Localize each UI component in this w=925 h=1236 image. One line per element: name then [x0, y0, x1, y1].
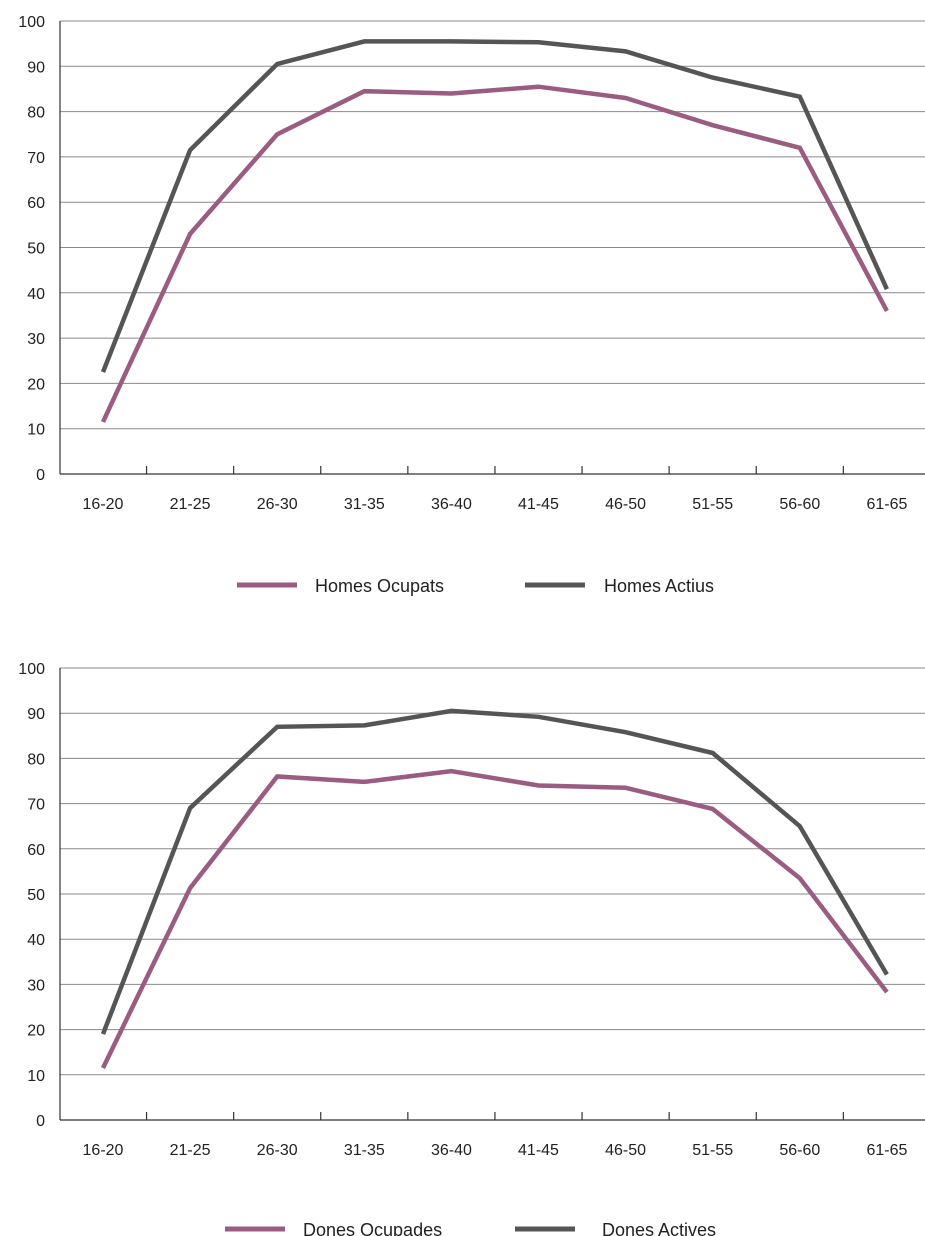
x-tick-label: 56-60: [779, 496, 820, 513]
x-tick-label: 26-30: [257, 1142, 298, 1159]
y-tick-label: 80: [27, 751, 45, 768]
legend-label: Homes Actius: [604, 576, 714, 596]
x-tick-label: 46-50: [605, 496, 646, 513]
series-line-dones-actives: [100, 708, 889, 1035]
series-line-homes-ocupats: [100, 84, 889, 423]
x-tick-label: 31-35: [344, 1142, 385, 1159]
x-tick-label: 21-25: [170, 496, 211, 513]
y-tick-label: 0: [36, 1113, 45, 1130]
x-tick-label: 41-45: [518, 1142, 559, 1159]
x-tick-label: 31-35: [344, 496, 385, 513]
y-tick-label: 10: [27, 1068, 45, 1085]
series-line-homes-actius: [100, 39, 889, 373]
y-tick-label: 90: [27, 59, 45, 76]
y-tick-label: 10: [27, 422, 45, 439]
x-tick-label: 41-45: [518, 496, 559, 513]
y-tick-label: 100: [18, 661, 45, 678]
x-tick-label: 16-20: [83, 1142, 124, 1159]
y-tick-label: 20: [27, 376, 45, 393]
y-tick-label: 100: [18, 14, 45, 31]
x-tick-label: 51-55: [692, 496, 733, 513]
y-tick-label: 50: [27, 887, 45, 904]
women-labour-chart: 0 10 20 30 40 50 60 70 80 90 100 16-20 21-25 26-30 31-…: [18, 661, 925, 1236]
x-tick-label: 46-50: [605, 1142, 646, 1159]
x-tick-label: 36-40: [431, 496, 472, 513]
y-tick-label: 60: [27, 842, 45, 859]
legend-label: Dones Ocupades: [303, 1220, 442, 1236]
y-tick-label: 80: [27, 105, 45, 122]
y-tick-label: 30: [27, 331, 45, 348]
y-tick-label: 50: [27, 241, 45, 258]
y-tick-label: 20: [27, 1023, 45, 1040]
y-tick-label: 90: [27, 706, 45, 723]
x-tick-label: 26-30: [257, 496, 298, 513]
y-tick-label: 40: [27, 932, 45, 949]
y-tick-label: 70: [27, 797, 45, 814]
y-tick-label: 70: [27, 150, 45, 167]
y-tick-label: 60: [27, 195, 45, 212]
y-tick-label: 40: [27, 286, 45, 303]
series-line-dones-ocupades: [100, 768, 889, 1069]
men-labour-chart: 0 10 20 30 40 50 60 70 80 90 100 16-20 21-25 26-30 31-…: [18, 14, 925, 596]
y-tick-label: 30: [27, 977, 45, 994]
x-tick-label: 36-40: [431, 1142, 472, 1159]
x-tick-label: 51-55: [692, 1142, 733, 1159]
y-tick-label: 0: [36, 467, 45, 484]
x-tick-label: 61-65: [866, 1142, 907, 1159]
x-tick-label: 21-25: [170, 1142, 211, 1159]
legend-label: Dones Actives: [602, 1220, 716, 1236]
x-tick-label: 56-60: [779, 1142, 820, 1159]
x-tick-label: 16-20: [83, 496, 124, 513]
legend-label: Homes Ocupats: [315, 576, 444, 596]
x-tick-label: 61-65: [866, 496, 907, 513]
